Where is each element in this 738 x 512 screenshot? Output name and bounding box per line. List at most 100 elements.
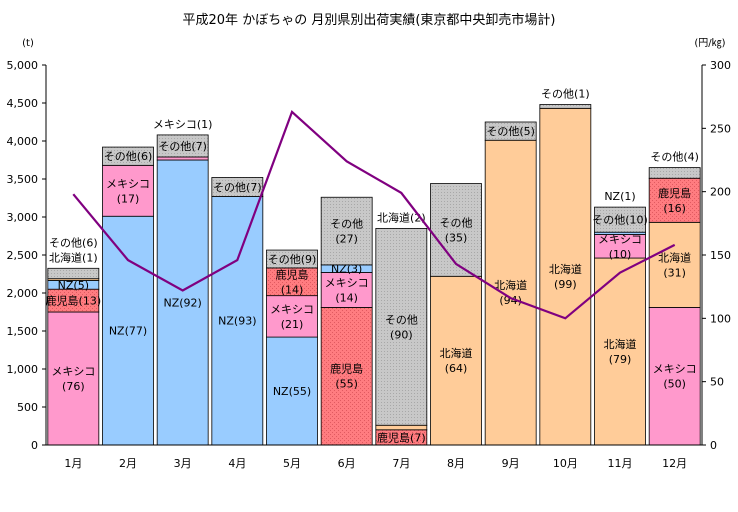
- right-tick-label: 200: [710, 186, 731, 199]
- bar-segment-hokkaido: [375, 424, 428, 431]
- bar-segment-kagoshima: [266, 267, 318, 297]
- segment-label: その他(5): [486, 125, 535, 138]
- stacked-bars: [47, 104, 701, 446]
- segment-label: その他(90): [385, 313, 418, 341]
- price-line: [72, 109, 676, 320]
- segment-label: その他(10): [592, 214, 648, 227]
- right-tick-label: 50: [710, 376, 724, 389]
- x-tick-label: 4月: [228, 457, 246, 470]
- right-tick-label: 300: [710, 59, 731, 72]
- bar-segment-other: [211, 177, 264, 197]
- right-axis-unit: (円/㎏): [694, 37, 725, 49]
- segment-label: 北海道(94): [494, 278, 527, 307]
- left-tick-label: 0: [31, 439, 38, 452]
- segment-label: メキシコ(76): [51, 365, 95, 393]
- segment-label: 北海道(1): [49, 250, 98, 264]
- chart-title: 平成20年 かぼちゃの 月別県別出荷実績(東京都中央卸売市場計): [183, 12, 556, 28]
- x-tick-label: 8月: [447, 457, 465, 470]
- bar-segment-mexico: [102, 164, 154, 217]
- right-tick-label: 250: [710, 122, 731, 135]
- left-tick-label: 4,500: [7, 97, 39, 110]
- segment-label: メキシコ(17): [106, 177, 150, 205]
- bar-segment-mexico: [47, 311, 100, 446]
- segment-label: その他(27): [330, 218, 363, 246]
- right-tick-label: 0: [710, 439, 717, 452]
- segment-label: 鹿児島(14): [276, 267, 309, 296]
- segment-label: 北海道(79): [604, 337, 637, 366]
- segment-label: メキシコ(1): [153, 118, 213, 131]
- bar-segment-other: [266, 249, 318, 269]
- segment-label: NZ(3): [331, 263, 362, 276]
- bar-segment-hokkaido: [484, 139, 537, 446]
- segment-label: メキシコ(21): [270, 303, 314, 331]
- bar-segment-mexico: [266, 295, 318, 338]
- segment-label: その他(7): [158, 140, 207, 153]
- segment-label: 北海道(31): [658, 250, 691, 279]
- x-tick-label: 1月: [64, 457, 82, 470]
- segment-label: その他(35): [440, 216, 473, 244]
- left-tick-label: 1,000: [7, 363, 39, 376]
- left-axis-unit: (t): [22, 38, 34, 49]
- segment-label: NZ(1): [604, 190, 635, 203]
- left-tick-label: 2,500: [7, 249, 39, 262]
- right-tick-label: 150: [710, 249, 731, 262]
- bar-segment-other: [156, 134, 209, 158]
- segment-label: NZ(55): [273, 385, 311, 398]
- segment-label: NZ(77): [109, 325, 147, 338]
- x-tick-label: 12月: [662, 457, 687, 470]
- bar-segment-other: [47, 267, 100, 280]
- bar-segment-nz: [102, 215, 154, 446]
- left-tick-label: 4,000: [7, 135, 39, 148]
- segment-label: NZ(92): [163, 297, 201, 310]
- left-tick-label: 500: [17, 401, 38, 414]
- bar-segment-other: [484, 121, 537, 141]
- x-tick-label: 10月: [553, 457, 578, 470]
- bar-segment-other: [375, 227, 428, 426]
- segment-label: その他(6): [49, 236, 98, 249]
- bar-segment-nz: [211, 196, 264, 446]
- segment-label: NZ(5): [58, 279, 89, 292]
- segment-label: メキシコ(10): [598, 233, 642, 261]
- bar-segment-hokkaido: [539, 107, 592, 446]
- bar-segment-other: [320, 196, 373, 266]
- segment-label: その他(4): [650, 151, 699, 164]
- x-tick-label: 9月: [502, 457, 520, 470]
- segment-label: NZ(93): [218, 315, 256, 328]
- left-tick-label: 5,000: [7, 59, 39, 72]
- bar-segment-other: [102, 146, 154, 166]
- segment-label: その他(1): [541, 88, 590, 101]
- x-axis-labels: 1月 2月 3月 4月 5月 6月 7月 8月 9月 10月 11月 12月: [64, 457, 687, 470]
- bar-segment-kagoshima: [320, 307, 373, 446]
- segment-label: その他(9): [268, 253, 317, 266]
- segment-labels: メキシコ(76)鹿児島(13)NZ(5)北海道(1)その他(6)NZ(77)メキ…: [46, 88, 699, 445]
- segment-label: 北海道(64): [440, 346, 473, 375]
- bar-segment-nz: [156, 159, 209, 446]
- segment-label: 鹿児島(16): [658, 186, 691, 215]
- x-tick-label: 7月: [392, 457, 410, 470]
- left-tick-label: 2,000: [7, 287, 39, 300]
- segment-label: メキシコ(50): [653, 363, 697, 391]
- left-tick-label: 3,500: [7, 173, 39, 186]
- bar-segment-kagoshima: [648, 177, 701, 223]
- segment-label: その他(6): [104, 150, 153, 163]
- x-tick-label: 2月: [119, 457, 137, 470]
- segment-label: 鹿児島(55): [330, 362, 363, 391]
- bar-segment-other: [648, 167, 701, 179]
- bar-segment-mexico: [648, 307, 701, 446]
- segment-label: その他(7): [213, 181, 262, 194]
- left-axis-ticks: 0 500 1,000 1,500 2,000 2,500 3,000 3,500 4,000 4…: [7, 59, 46, 452]
- x-tick-label: 5月: [283, 457, 301, 470]
- segment-label: 鹿児島(7): [377, 430, 426, 444]
- bar-segment-other: [539, 104, 592, 109]
- bar-segment-hokkaido: [594, 257, 646, 446]
- x-tick-label: 11月: [608, 457, 633, 470]
- bar-segment-hokkaido: [648, 221, 701, 308]
- bar-segment-other: [430, 183, 482, 277]
- segment-label: メキシコ(14): [325, 276, 369, 304]
- bar-segment-nz: [266, 336, 318, 446]
- segment-label: 北海道(2): [377, 210, 426, 224]
- price-line-group: [72, 109, 676, 320]
- bar-segment-other: [594, 206, 646, 233]
- left-tick-label: 1,500: [7, 325, 39, 338]
